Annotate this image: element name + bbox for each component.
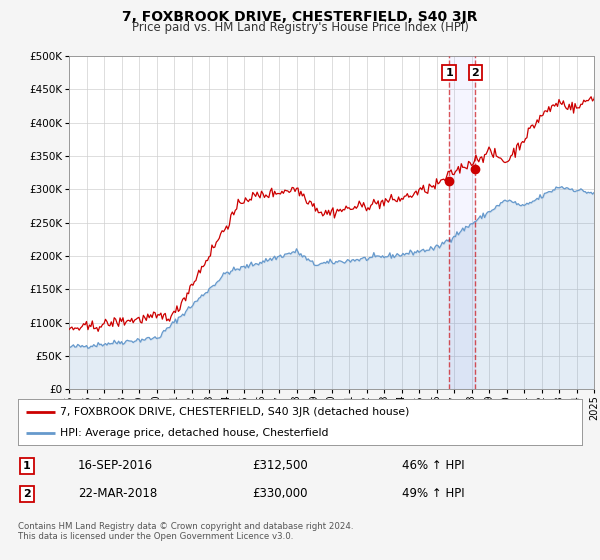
Text: £330,000: £330,000 (252, 487, 308, 501)
Text: 7, FOXBROOK DRIVE, CHESTERFIELD, S40 3JR (detached house): 7, FOXBROOK DRIVE, CHESTERFIELD, S40 3JR… (60, 407, 410, 417)
Text: Price paid vs. HM Land Registry's House Price Index (HPI): Price paid vs. HM Land Registry's House … (131, 21, 469, 34)
Text: Contains HM Land Registry data © Crown copyright and database right 2024.: Contains HM Land Registry data © Crown c… (18, 522, 353, 531)
Text: This data is licensed under the Open Government Licence v3.0.: This data is licensed under the Open Gov… (18, 532, 293, 541)
Text: 46% ↑ HPI: 46% ↑ HPI (402, 459, 464, 473)
Text: 2: 2 (23, 489, 31, 499)
Text: 1: 1 (23, 461, 31, 471)
Text: 2: 2 (472, 68, 479, 78)
Text: 16-SEP-2016: 16-SEP-2016 (78, 459, 153, 473)
Text: £312,500: £312,500 (252, 459, 308, 473)
Text: HPI: Average price, detached house, Chesterfield: HPI: Average price, detached house, Ches… (60, 428, 329, 438)
Text: 22-MAR-2018: 22-MAR-2018 (78, 487, 157, 501)
Bar (449, 56, 475, 389)
Text: 1: 1 (445, 68, 453, 78)
Text: 7, FOXBROOK DRIVE, CHESTERFIELD, S40 3JR: 7, FOXBROOK DRIVE, CHESTERFIELD, S40 3JR (122, 10, 478, 24)
Text: 49% ↑ HPI: 49% ↑ HPI (402, 487, 464, 501)
